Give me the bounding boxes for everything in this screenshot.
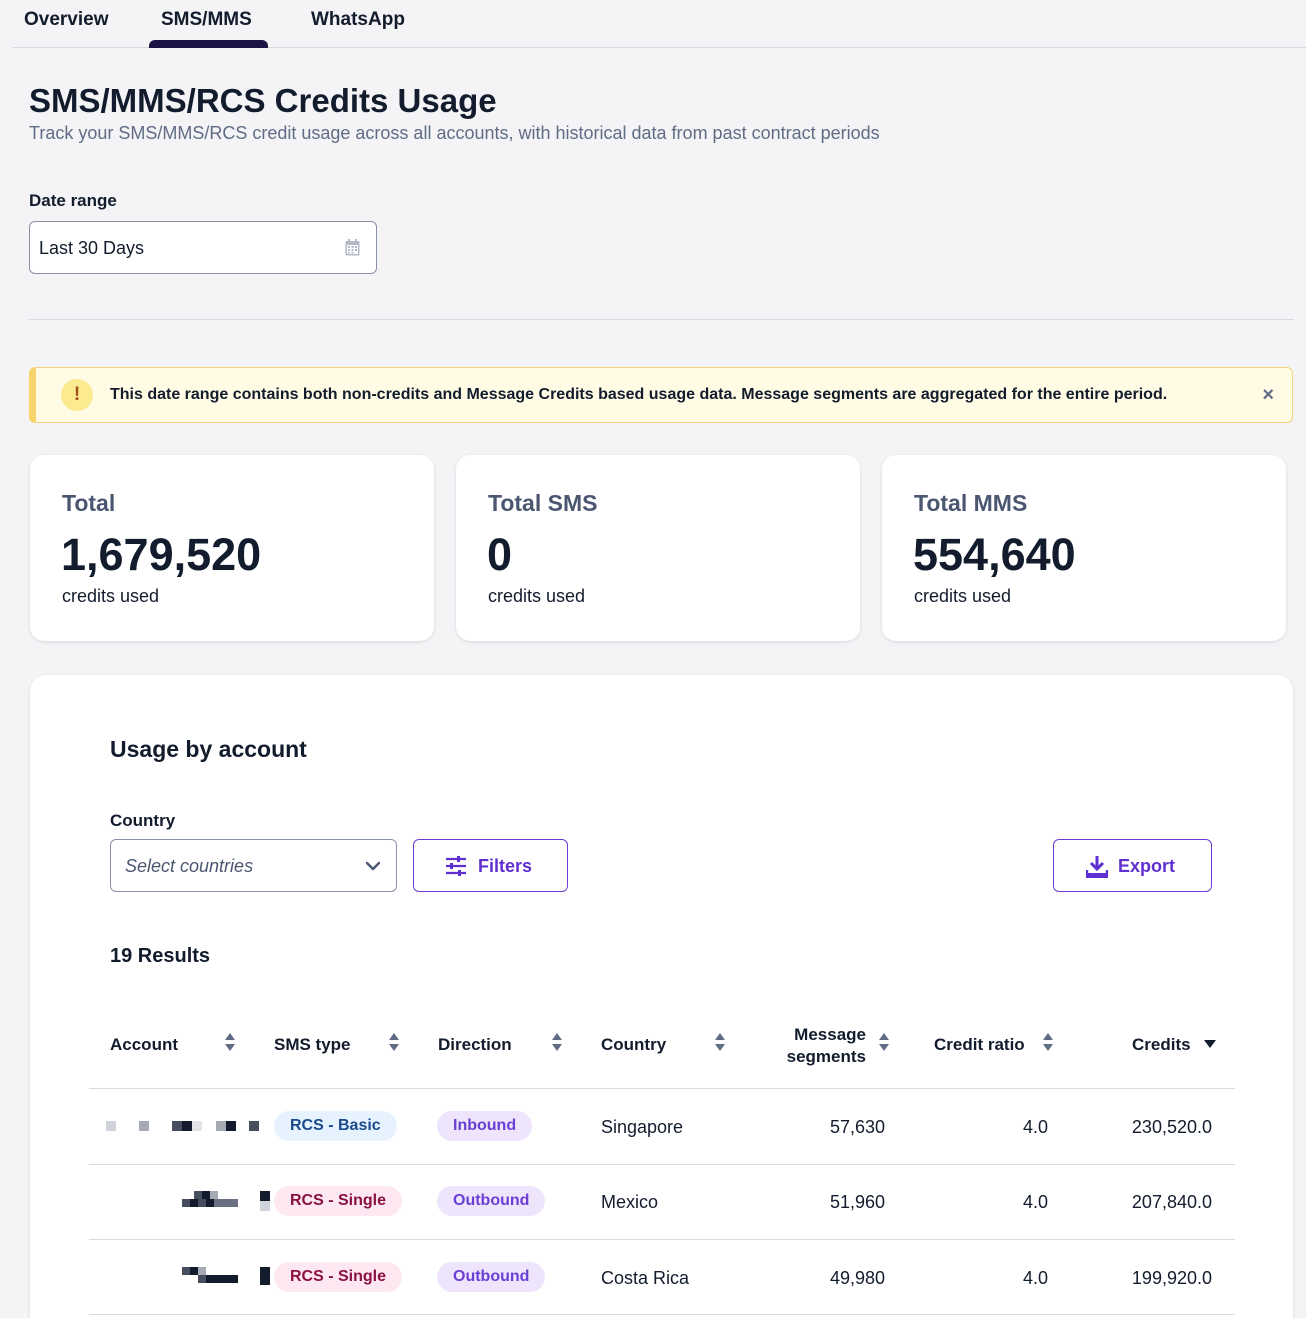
calendar-icon (345, 239, 360, 256)
country-cell: Costa Rica (601, 1268, 690, 1288)
credits-cell: 230,520.0 (1131, 1117, 1212, 1137)
stat-value: 1,679,520 (61, 529, 262, 580)
stat-label: Total (62, 490, 116, 516)
tab-overview[interactable]: Overview (24, 9, 109, 30)
filters-icon (446, 856, 466, 876)
segments-cell: 51,960 (829, 1192, 885, 1212)
stat-label: Total SMS (488, 490, 598, 516)
credit-ratio-cell: 4.0 (1022, 1117, 1048, 1137)
tab-sms-mms[interactable]: SMS/MMS (161, 9, 252, 30)
stat-value: 554,640 (913, 529, 1076, 580)
results-count: 19 Results (110, 945, 211, 967)
sms-type-badge: RCS - Single (274, 1186, 403, 1216)
credit-ratio-cell: 4.0 (1022, 1268, 1048, 1288)
export-button[interactable]: Export (1053, 839, 1212, 892)
export-button-label: Export (1118, 856, 1176, 876)
country-select[interactable]: Select countries (110, 839, 397, 892)
stat-value: 0 (487, 529, 513, 580)
chevron-down-icon (365, 861, 381, 871)
sort-icon[interactable] (878, 1032, 890, 1052)
panel-title: Usage by account (110, 736, 307, 762)
sort-descending-icon[interactable] (1204, 1039, 1216, 1049)
section-divider (29, 319, 1294, 320)
filters-button-label: Filters (478, 856, 533, 876)
column-header-credits[interactable]: Credits (1132, 1035, 1191, 1054)
page-title: SMS/MMS/RCS Credits Usage (29, 82, 497, 119)
country-select-placeholder: Select countries (125, 856, 254, 876)
column-header-line: segments (786, 1047, 866, 1066)
stat-card-sms: Total SMS 0 credits used (456, 455, 860, 641)
column-header-line: Message (794, 1025, 866, 1044)
stat-caption: credits used (914, 586, 1012, 606)
row-divider (89, 1239, 1235, 1240)
table-header-divider (89, 1088, 1235, 1089)
page-subtitle: Track your SMS/MMS/RCS credit usage acro… (29, 123, 880, 143)
usage-by-account-panel: Usage by account Country Select countrie… (30, 675, 1293, 1318)
tab-bar: Overview SMS/MMS WhatsApp (12, 0, 1306, 48)
direction-badge: Outbound (437, 1262, 546, 1292)
stat-card-total: Total 1,679,520 credits used (30, 455, 434, 641)
row-divider (89, 1314, 1235, 1315)
sms-type-badge: RCS - Basic (274, 1111, 397, 1141)
sort-icon[interactable] (714, 1032, 726, 1052)
column-header-country[interactable]: Country (601, 1035, 667, 1054)
credit-ratio-cell: 4.0 (1022, 1192, 1048, 1212)
row-divider (89, 1164, 1235, 1165)
credits-cell: 207,840.0 (1131, 1192, 1212, 1212)
redacted-account (106, 1121, 259, 1131)
column-header-message-segments[interactable]: Message segments (770, 1024, 866, 1068)
segments-cell: 57,630 (829, 1117, 885, 1137)
active-tab-indicator (149, 40, 268, 48)
tab-whatsapp[interactable]: WhatsApp (311, 9, 405, 30)
country-label: Country (110, 811, 176, 830)
warning-banner: ! This date range contains both non-cred… (29, 367, 1293, 423)
warning-text: This date range contains both non-credit… (110, 386, 1168, 403)
column-header-sms-type[interactable]: SMS type (274, 1035, 351, 1054)
column-header-credit-ratio[interactable]: Credit ratio (934, 1035, 1025, 1054)
sort-icon[interactable] (551, 1032, 563, 1052)
redacted-account (182, 1267, 270, 1285)
country-cell: Singapore (601, 1117, 684, 1137)
sort-icon[interactable] (388, 1032, 400, 1052)
country-cell: Mexico (601, 1192, 659, 1212)
credits-cell: 199,920.0 (1131, 1268, 1212, 1288)
stat-label: Total MMS (914, 490, 1028, 516)
download-icon (1086, 856, 1108, 878)
warning-icon: ! (61, 379, 93, 411)
close-icon[interactable]: × (1262, 384, 1274, 406)
filters-button[interactable]: Filters (413, 839, 568, 892)
stat-caption: credits used (62, 586, 160, 606)
date-range-value: Last 30 Days (39, 238, 145, 258)
column-header-direction[interactable]: Direction (438, 1035, 512, 1054)
direction-badge: Outbound (437, 1186, 546, 1216)
segments-cell: 49,980 (829, 1268, 885, 1288)
column-header-account[interactable]: Account (110, 1035, 178, 1054)
stat-card-mms: Total MMS 554,640 credits used (882, 455, 1286, 641)
date-range-picker[interactable]: Last 30 Days (29, 221, 377, 274)
sms-type-badge: RCS - Single (274, 1262, 403, 1292)
sort-icon[interactable] (224, 1032, 236, 1052)
stat-caption: credits used (488, 586, 586, 606)
date-range-label: Date range (29, 191, 117, 210)
direction-badge: Inbound (437, 1111, 533, 1141)
redacted-account (182, 1191, 270, 1211)
sort-icon[interactable] (1042, 1032, 1054, 1052)
